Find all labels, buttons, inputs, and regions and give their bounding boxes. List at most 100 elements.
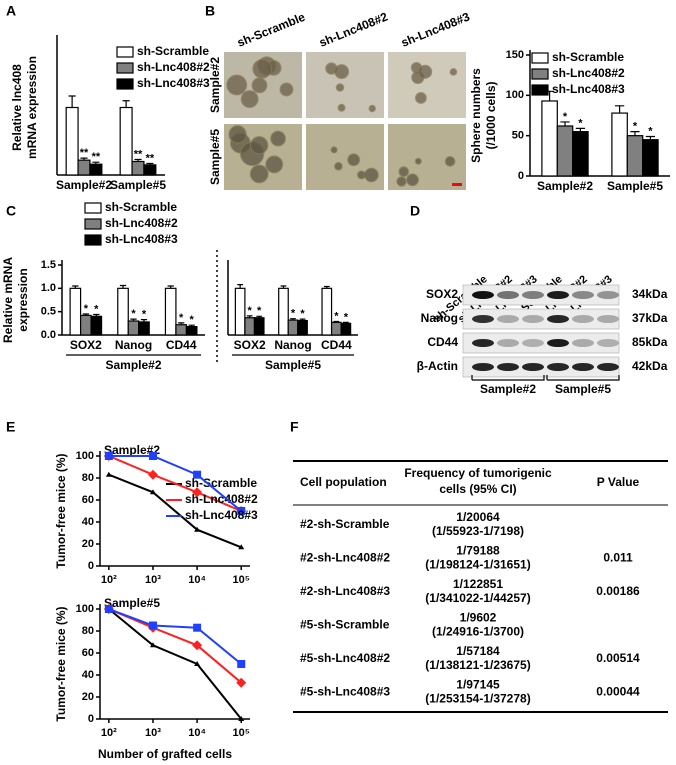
error-bar (323, 285, 330, 289)
significance: * (94, 303, 99, 315)
sphere (228, 125, 247, 144)
significance: * (84, 303, 89, 315)
significance: * (142, 309, 147, 321)
marker (104, 605, 113, 613)
panel-label: E (6, 419, 15, 435)
sphere (252, 58, 273, 79)
line (108, 473, 242, 549)
bar (234, 287, 246, 336)
bar (626, 135, 644, 177)
band (497, 291, 519, 299)
x-tick-label: Sample#2 (56, 178, 112, 192)
table-cell: (1/198124-1/31651) (425, 558, 530, 572)
legend-label: sh-Scramble (105, 200, 177, 214)
legend-label: sh-Lnc408#3 (552, 82, 625, 96)
marker (148, 621, 157, 630)
y-tick-label: 150 (506, 49, 524, 61)
y-axis-label: Relative mRNA (1, 257, 15, 343)
y-tick-label: 0.0 (41, 329, 56, 341)
y-tick-label: 100 (76, 450, 94, 462)
sphere (250, 135, 269, 155)
sphere (414, 92, 427, 104)
legend-swatch (531, 84, 549, 96)
bar (278, 287, 289, 336)
marker (192, 640, 203, 651)
y-axis-label: Tumor-free mice (%) (54, 606, 68, 721)
table-header: Cell population (300, 475, 387, 489)
panel-label: A (6, 3, 16, 19)
error-bar (614, 105, 625, 114)
table-cell: 1/20064 (456, 510, 500, 524)
sphere (270, 130, 286, 147)
significance: * (300, 308, 305, 320)
y-tick-label: 20 (82, 538, 94, 550)
table-cell: 1/97145 (456, 678, 500, 692)
marker (148, 452, 157, 460)
significance: * (563, 111, 568, 123)
y-tick-label: 0 (518, 170, 524, 182)
y-tick-label: 50 (512, 130, 524, 142)
legend-swatch (531, 52, 549, 64)
error-bar (188, 324, 195, 327)
y-tick-label: 100 (506, 89, 524, 101)
size-label: 85kDa (632, 335, 668, 349)
error-bar (122, 100, 130, 108)
band (572, 339, 594, 347)
significance: * (257, 305, 262, 317)
marker (194, 661, 201, 666)
bar (330, 321, 342, 336)
error-bar (92, 161, 100, 165)
line (108, 608, 242, 684)
sphere (279, 82, 294, 97)
y-axis-label: Relative lnc408 (10, 64, 24, 151)
band (572, 315, 594, 323)
row-label: CD44 (427, 335, 458, 349)
bar (253, 317, 265, 336)
sphere (240, 90, 259, 109)
legend-swatch (531, 68, 549, 80)
significance: * (291, 308, 296, 320)
table-cell: (1/253154-1/37278) (425, 692, 530, 706)
x-tick-label: Sample#5 (607, 179, 663, 193)
band (547, 339, 569, 347)
significance: * (131, 308, 136, 320)
sphere (334, 161, 343, 171)
x-tick-label: 10⁴ (188, 727, 206, 739)
legend-label: sh-Lnc408#2 (185, 492, 258, 506)
bar (244, 317, 256, 336)
table-cell: 1/122851 (453, 577, 503, 591)
y-tick-label: 60 (82, 647, 94, 659)
band (597, 291, 619, 299)
significance: * (578, 117, 583, 129)
marker (238, 716, 245, 721)
line (108, 455, 242, 512)
error-bar (575, 127, 586, 132)
y-tick-label: 40 (82, 669, 94, 681)
significance: ** (146, 152, 155, 164)
panel-label: D (410, 203, 420, 219)
band (497, 363, 519, 371)
chart-title: Sample#2 (104, 443, 160, 457)
significance: ** (92, 151, 101, 163)
bar (611, 112, 628, 177)
x-axis-label: Sample#5 (265, 358, 321, 372)
table-cell: #2-sh-Lnc408#2 (300, 551, 390, 565)
band (547, 363, 569, 371)
significance: * (334, 310, 339, 322)
x-tick-label: Sample#2 (537, 179, 593, 193)
x-tick-label: 10⁴ (188, 574, 206, 586)
band (472, 363, 494, 371)
blot-strip (462, 332, 620, 354)
table-cell: 0.00044 (596, 685, 640, 699)
table-header: cells (95% CI) (439, 482, 516, 496)
legend-swatch (84, 202, 102, 214)
error-bar (68, 95, 76, 108)
bar (89, 163, 103, 176)
y-tick-label: 0 (88, 560, 94, 572)
legend-label: sh-Lnc408#2 (137, 60, 210, 74)
bar (297, 319, 308, 336)
error-bar (256, 315, 263, 318)
significance: * (633, 121, 638, 133)
marker (147, 469, 158, 480)
sphere (265, 155, 284, 174)
